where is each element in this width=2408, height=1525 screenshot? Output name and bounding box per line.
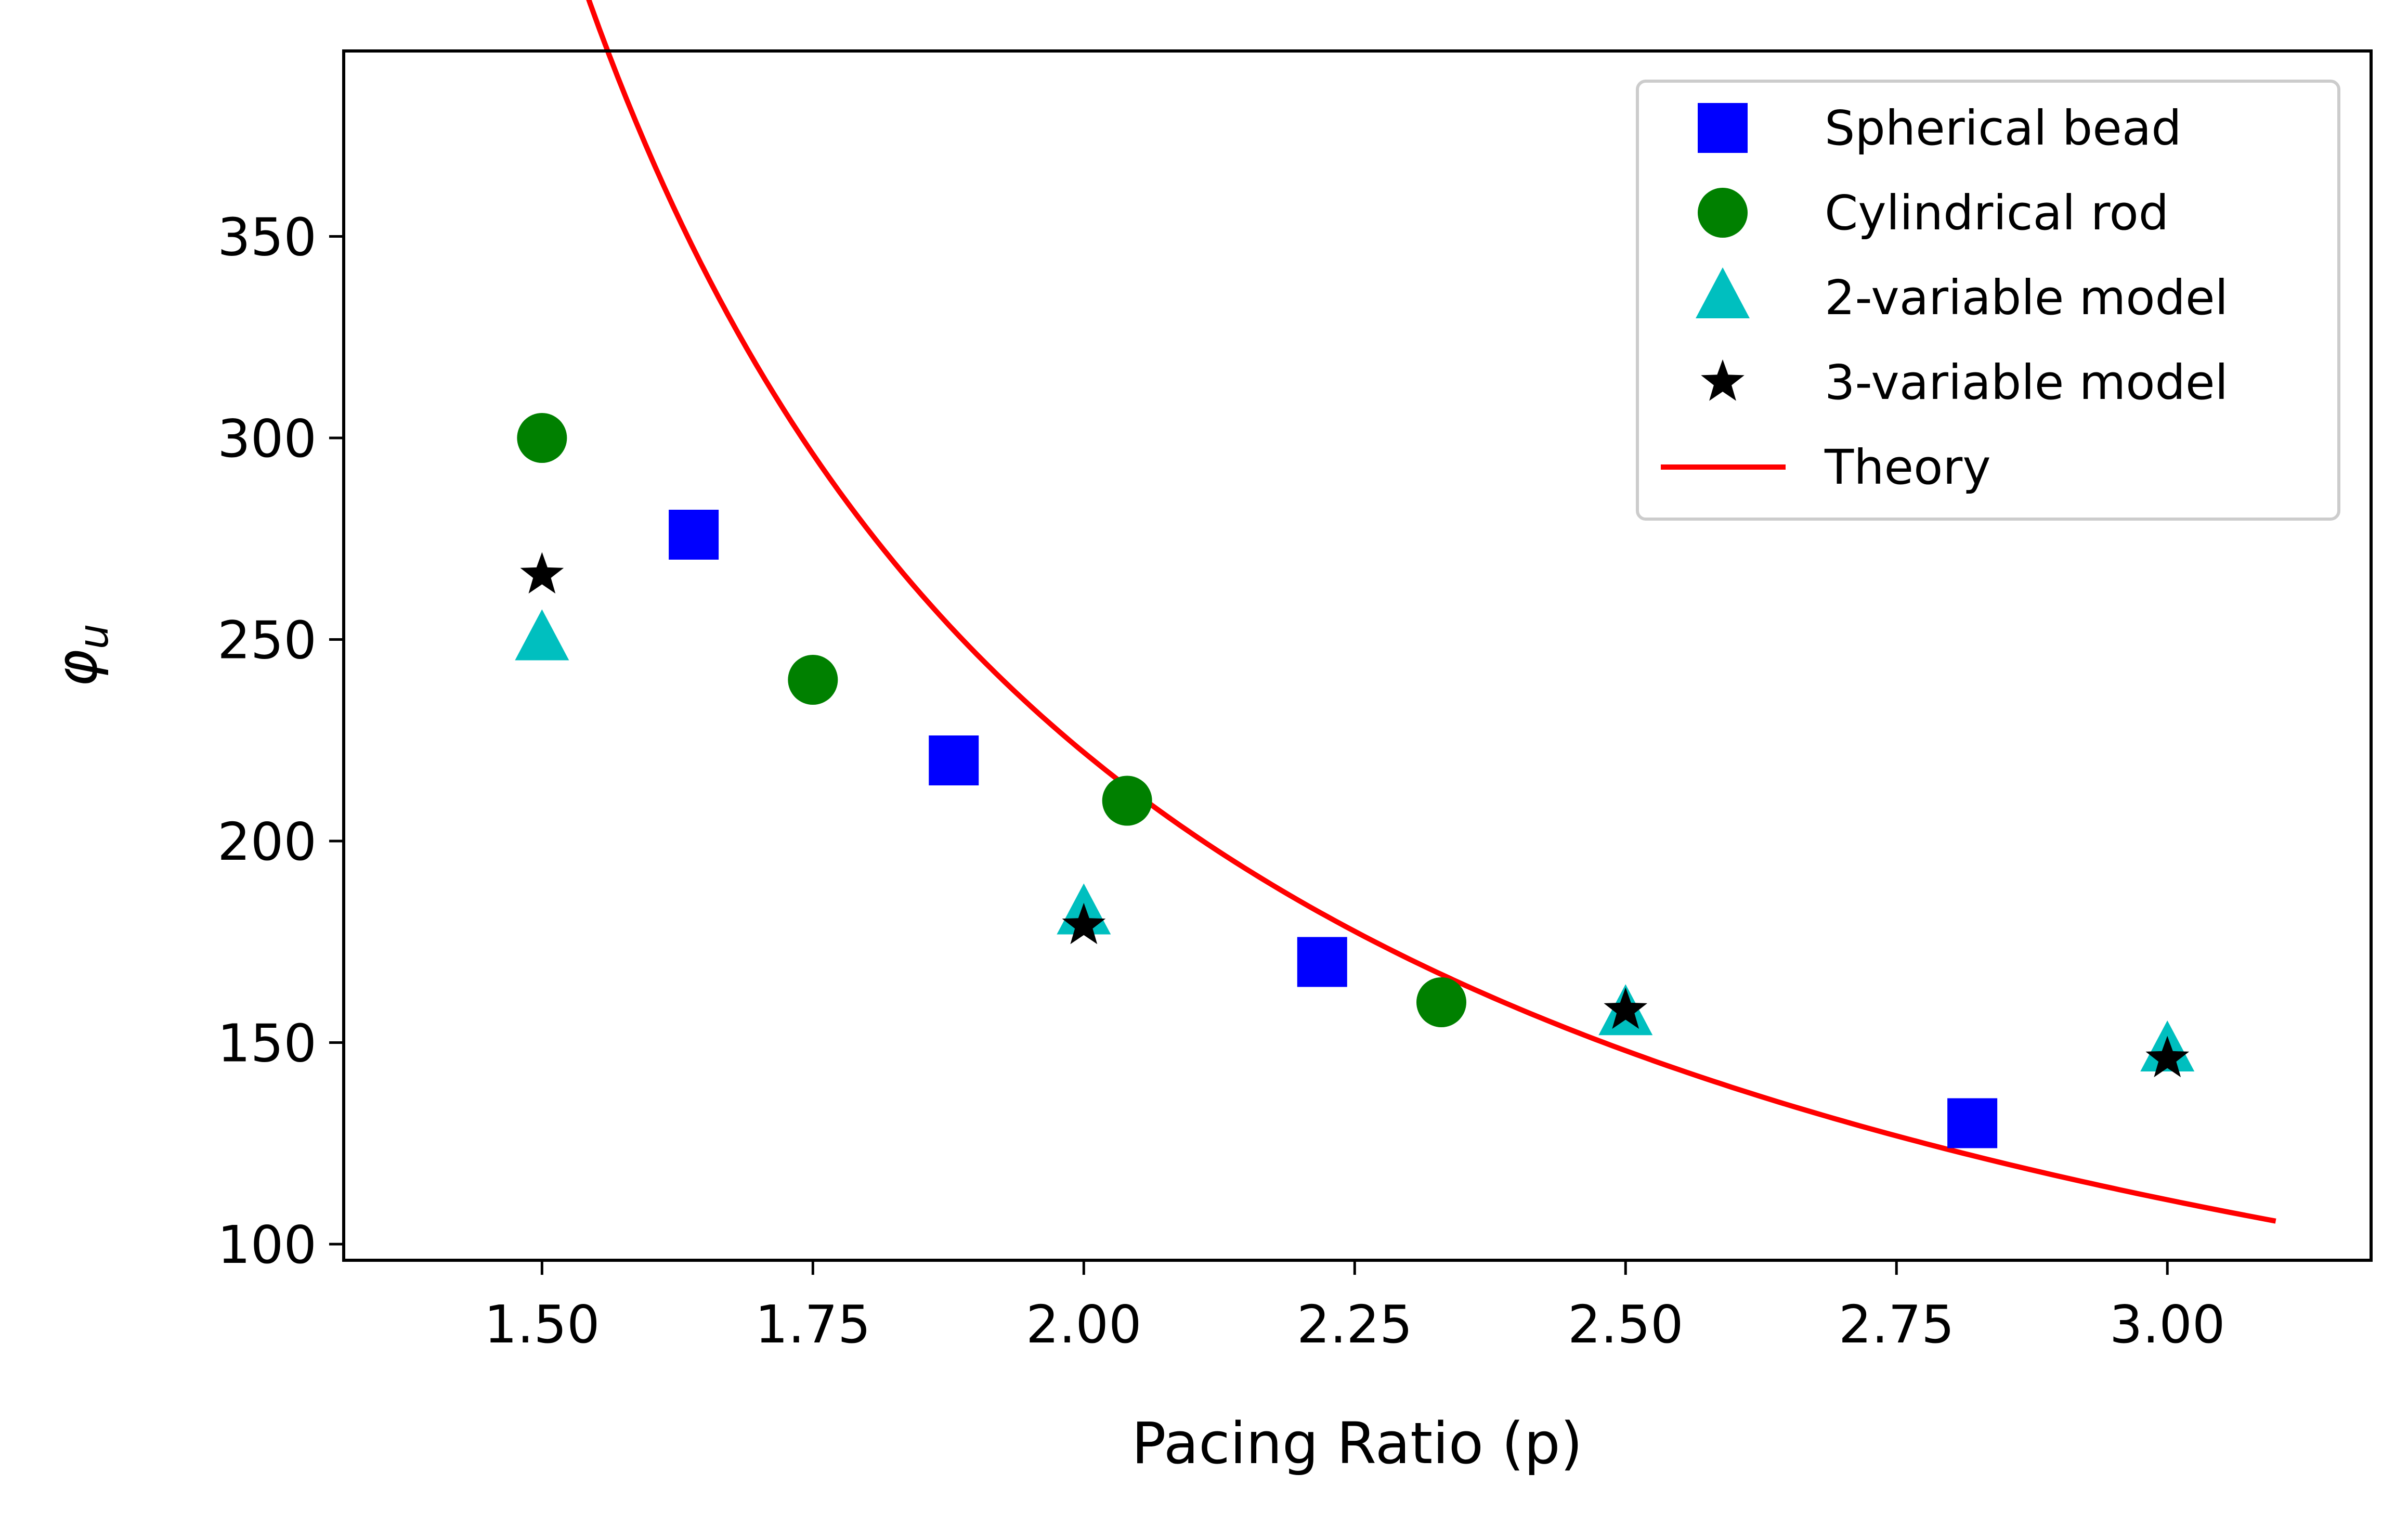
spherical-bead-point-2 — [929, 735, 979, 785]
y-tick-label: 150 — [217, 1013, 317, 1074]
legend-theory-label: Theory — [1824, 440, 1991, 495]
legend-box — [1636, 80, 2340, 521]
cylindrical-rod-point-3 — [1102, 776, 1152, 826]
legend-3-variable-model-swatch — [1701, 359, 1745, 401]
x-axis-ticks: 1.50 1.75 2.00 2.25 2.50 2.75 3.00 — [484, 1260, 2225, 1355]
spherical-bead-point-1 — [669, 510, 719, 560]
x-tick-label: 1.75 — [755, 1294, 871, 1355]
legend-2-variable-model-label: 2-variable model — [1825, 270, 2228, 326]
y-axis-label-subscript: u — [71, 624, 118, 649]
y-tick-label: 100 — [217, 1214, 317, 1275]
cylindrical-rod-point-1 — [517, 413, 567, 463]
cylindrical-rod-point-2 — [788, 655, 838, 705]
cylindrical-rod-point-4 — [1416, 977, 1467, 1027]
legend-cylindrical-rod-label: Cylindrical rod — [1825, 185, 2169, 241]
y-tick-label: 300 — [217, 408, 317, 469]
spherical-bead-point-3 — [1297, 937, 1347, 987]
y-tick-label: 250 — [217, 610, 317, 671]
spherical-bead-point-4 — [1947, 1098, 1998, 1148]
theory-curve-layer — [586, 0, 2276, 1224]
x-tick-label: 2.50 — [1568, 1294, 1684, 1355]
legend: Spherical bead Cylindrical rod 2-variable … — [1636, 80, 2340, 521]
x-tick-label: 1.50 — [484, 1294, 600, 1355]
x-axis-label: Pacing Ratio (p) — [1131, 1410, 1582, 1477]
legend-spherical-bead-swatch — [1698, 103, 1748, 153]
y-axis-label-symbol: φ — [43, 649, 110, 687]
y-axis-ticks: 100 150 200 250 300 350 — [217, 207, 344, 1275]
x-tick-label: 2.75 — [1839, 1294, 1955, 1355]
x-tick-label: 2.25 — [1297, 1294, 1413, 1355]
data-points-layer — [515, 413, 2195, 1148]
x-tick-label: 2.00 — [1026, 1294, 1142, 1355]
legend-2-variable-model-swatch — [1696, 267, 1750, 318]
legend-cylindrical-rod-swatch — [1698, 188, 1748, 238]
y-tick-label: 200 — [217, 811, 317, 872]
2-variable-model-point-1 — [515, 609, 569, 661]
legend-spherical-bead-label: Spherical bead — [1825, 100, 2182, 156]
y-axis-label: φu — [43, 624, 118, 687]
3-variable-model-point-2 — [1062, 902, 1106, 945]
3-variable-model-point-3 — [1604, 987, 1648, 1029]
3-variable-model-point-1 — [520, 552, 564, 594]
legend-3-variable-model-label: 3-variable model — [1825, 355, 2228, 410]
x-tick-label: 3.00 — [2110, 1294, 2225, 1355]
3-variable-model-point-4 — [2145, 1036, 2190, 1078]
plot-frame — [342, 49, 2373, 1262]
y-tick-label: 350 — [217, 207, 317, 268]
theory-line — [586, 0, 2276, 1224]
